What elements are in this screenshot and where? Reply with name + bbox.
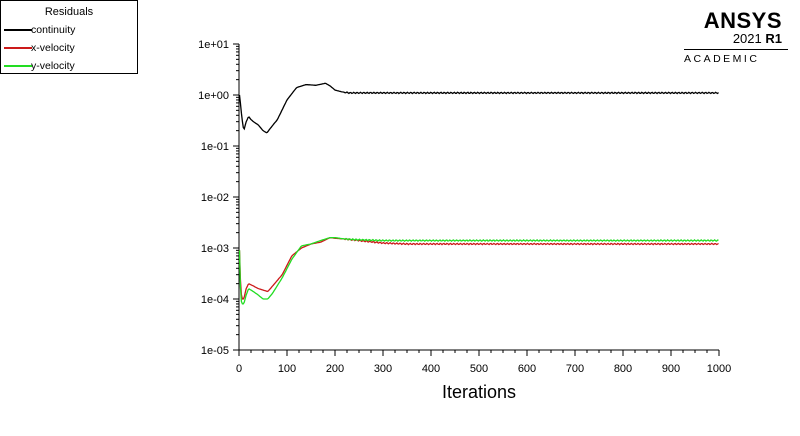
legend: Residuals continuity x-velocity y-veloci… [0, 0, 138, 74]
logo-brand: ANSYS [703, 8, 782, 33]
x-axis-label: Iterations [442, 382, 516, 402]
logo-version-year: 2021 [732, 31, 762, 46]
y-tick-label-2: 1e-01 [201, 141, 229, 153]
y-tick-label-0: 1e+01 [198, 39, 229, 51]
series-line-y-velocity [238, 236, 719, 305]
y-tick-label-6: 1e-05 [201, 345, 229, 357]
logo-divider [684, 49, 788, 50]
x-tick-label-1: 100 [278, 363, 296, 375]
x-tick-label-4: 400 [422, 363, 440, 375]
legend-label-continuity: continuity [31, 24, 76, 36]
x-tick-label-2: 200 [326, 363, 344, 375]
legend-item-y-velocity: y-velocity [1, 59, 139, 73]
y-tick-label-5: 1e-04 [201, 294, 229, 306]
legend-title: Residuals [44, 6, 94, 18]
x-tick-label-9: 900 [662, 363, 680, 375]
series-line-x-velocity [238, 237, 719, 300]
legend-swatch-y-velocity [4, 65, 32, 67]
x-tick-label-10: 1000 [707, 363, 731, 375]
legend-item-x-velocity: x-velocity [1, 41, 139, 55]
x-tick-label-8: 800 [614, 363, 632, 375]
legend-item-continuity: continuity [1, 23, 139, 37]
chart-axes: 1e+01 1e+00 1e-01 1e-02 1e-03 1e-04 1e-05 0 100 2… [198, 39, 731, 375]
x-tick-label-0: 0 [236, 363, 242, 375]
logo-edition: ACADEMIC [684, 53, 760, 65]
x-tick-label-6: 600 [518, 363, 536, 375]
x-tick-label-7: 700 [566, 363, 584, 375]
logo-version-release: R1 [765, 31, 782, 46]
y-tick-label-4: 1e-03 [201, 243, 229, 255]
chart-series [238, 82, 719, 305]
legend-swatch-x-velocity [4, 47, 32, 49]
legend-swatch-continuity [4, 29, 32, 31]
legend-label-y-velocity: y-velocity [31, 60, 75, 72]
series-line-continuity [238, 82, 719, 134]
ansys-logo: ANSYS 2021 R1 ACADEMIC [680, 8, 792, 65]
logo-version: 2021 R1 [733, 32, 782, 46]
y-tick-label-3: 1e-02 [201, 192, 229, 204]
x-tick-label-5: 500 [470, 363, 488, 375]
y-tick-label-1: 1e+00 [198, 90, 229, 102]
legend-label-x-velocity: x-velocity [31, 42, 75, 54]
x-tick-label-3: 300 [374, 363, 392, 375]
